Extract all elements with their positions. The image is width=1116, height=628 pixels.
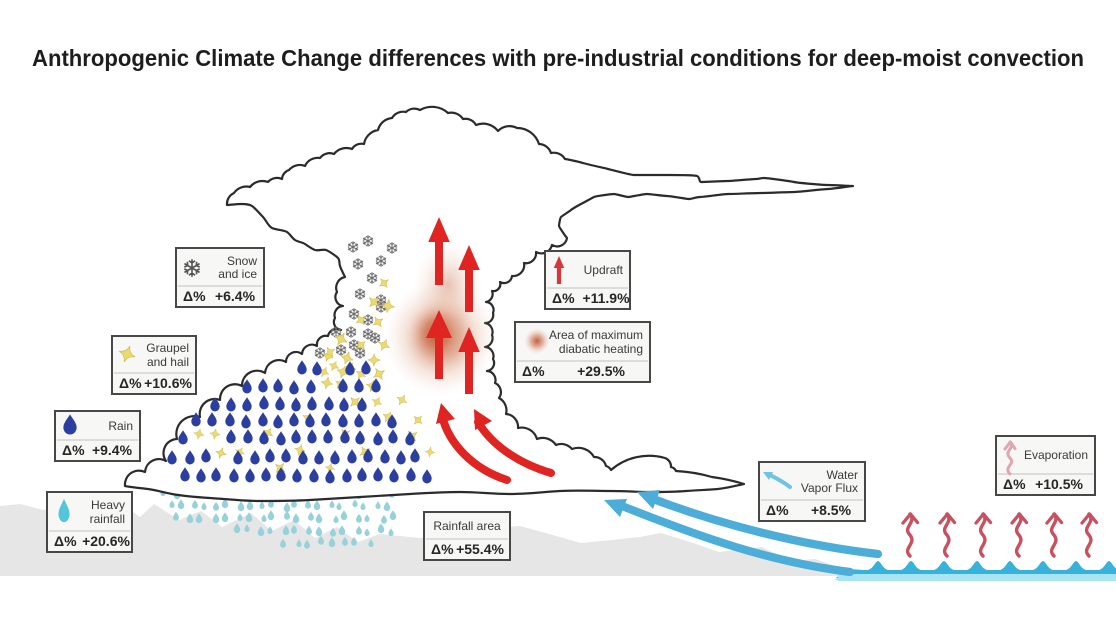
svg-text:diabatic heating: diabatic heating — [559, 342, 643, 356]
svg-text:Anthropogenic Climate Change d: Anthropogenic Climate Change differences… — [32, 45, 1084, 71]
svg-text:+20.6%: +20.6% — [82, 533, 130, 549]
svg-text:+8.5%: +8.5% — [811, 502, 852, 518]
svg-text:Vapor Flux: Vapor Flux — [801, 481, 858, 495]
svg-text:and ice: and ice — [218, 267, 257, 281]
svg-text:Rain: Rain — [108, 419, 133, 433]
svg-text:Δ%: Δ% — [431, 541, 454, 557]
svg-text:Δ%: Δ% — [119, 375, 142, 391]
svg-text:+6.4%: +6.4% — [215, 288, 256, 304]
svg-text:+10.6%: +10.6% — [144, 375, 192, 391]
svg-text:Δ%: Δ% — [54, 533, 77, 549]
svg-text:+10.5%: +10.5% — [1035, 476, 1083, 492]
svg-text:Δ%: Δ% — [552, 290, 575, 306]
svg-text:Δ%: Δ% — [766, 502, 789, 518]
svg-text:+11.9%: +11.9% — [582, 290, 630, 306]
svg-text:Graupel: Graupel — [146, 341, 189, 355]
svg-text:Area of maximum: Area of maximum — [549, 328, 643, 342]
svg-text:rainfall: rainfall — [90, 512, 125, 526]
svg-text:Rainfall area: Rainfall area — [433, 519, 501, 533]
svg-text:+55.4%: +55.4% — [456, 541, 504, 557]
svg-text:Evaporation: Evaporation — [1024, 448, 1088, 462]
svg-text:Δ%: Δ% — [522, 363, 545, 379]
svg-text:+29.5%: +29.5% — [577, 363, 625, 379]
svg-text:+9.4%: +9.4% — [92, 442, 133, 458]
svg-text:Heavy: Heavy — [91, 498, 125, 512]
svg-text:Water: Water — [826, 468, 858, 482]
svg-text:Snow: Snow — [227, 254, 257, 268]
svg-text:Updraft: Updraft — [584, 263, 624, 277]
svg-text:Δ%: Δ% — [183, 288, 206, 304]
svg-text:Δ%: Δ% — [62, 442, 85, 458]
svg-text:Δ%: Δ% — [1003, 476, 1026, 492]
svg-text:and hail: and hail — [147, 355, 189, 369]
